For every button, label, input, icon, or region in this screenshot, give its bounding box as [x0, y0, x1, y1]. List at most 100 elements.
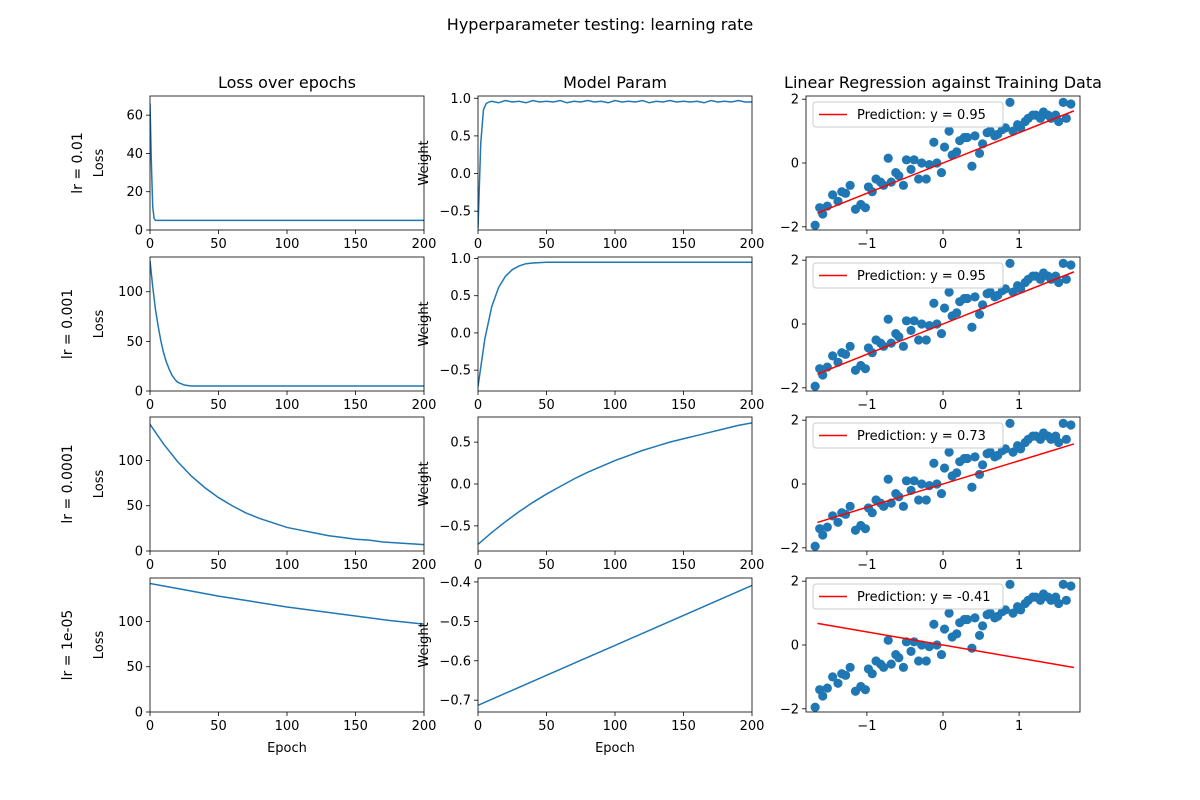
data-point	[939, 463, 950, 473]
data-point	[974, 309, 985, 320]
y-tick-label: 1.0	[450, 92, 471, 107]
data-point	[914, 174, 924, 184]
data-point	[914, 495, 924, 505]
loss-ylabel: Loss	[92, 310, 107, 339]
data-point	[1058, 258, 1068, 268]
data-point	[939, 303, 950, 313]
weight-curve	[478, 99, 752, 228]
data-point	[952, 147, 962, 157]
y-tick-label: −0.5	[439, 615, 471, 630]
data-point	[810, 541, 820, 551]
data-point	[822, 522, 832, 532]
y-tick-label: −2	[780, 702, 799, 717]
data-point	[901, 476, 912, 486]
x-tick-label: 0	[474, 237, 482, 252]
y-tick-label: −0.5	[439, 364, 471, 379]
weight-curve	[478, 261, 752, 387]
legend-box	[812, 101, 1004, 128]
data-point	[845, 180, 855, 190]
y-tick-label: 40	[126, 147, 143, 162]
x-tick-label: 50	[210, 558, 227, 573]
x-tick-label: 0	[474, 398, 482, 413]
data-point	[1058, 418, 1068, 428]
data-point	[977, 621, 988, 631]
data-point	[883, 314, 893, 324]
data-point	[952, 308, 962, 318]
axes-frame	[805, 95, 1081, 231]
x-tick-label: 0	[146, 237, 154, 252]
x-tick-label: 50	[538, 719, 555, 734]
x-tick-label: −1	[857, 558, 876, 573]
x-tick-label: 0	[146, 558, 154, 573]
axes-frame	[477, 95, 753, 231]
data-point	[967, 161, 977, 171]
data-point	[810, 220, 820, 230]
data-point	[917, 479, 927, 489]
x-tick-label: 200	[412, 398, 437, 413]
data-point	[883, 153, 893, 163]
data-point	[974, 148, 985, 159]
y-tick-label: 0	[791, 157, 799, 172]
data-point	[1016, 284, 1026, 294]
legend-label: Prediction: y = 0.73	[857, 429, 986, 444]
data-point	[828, 190, 838, 200]
data-point	[921, 174, 931, 184]
x-tick-label: 150	[343, 719, 368, 734]
x-tick-label: 0	[474, 558, 482, 573]
x-tick-label: 100	[603, 237, 628, 252]
data-point	[967, 643, 977, 653]
y-tick-label: −2	[780, 541, 799, 556]
weight-curve	[478, 422, 752, 545]
y-tick-label: 0	[791, 478, 799, 493]
figure-title: Hyperparameter testing: learning rate	[447, 15, 753, 34]
x-tick-label: 1	[1015, 398, 1023, 413]
subplot-r0-c1: 0 50 100 150 200 −0.5 0.0 0.5 1.0 Weight	[417, 92, 764, 252]
data-point	[1066, 581, 1076, 591]
y-tick-label: 100	[118, 615, 143, 630]
data-point	[936, 167, 947, 178]
legend-box	[812, 583, 1004, 610]
x-tick-label: 150	[671, 398, 696, 413]
legend-label: Prediction: y = 0.95	[857, 108, 986, 123]
y-tick-label: 2	[791, 414, 799, 429]
legend-label: Prediction: y = -0.41	[857, 590, 991, 605]
data-point	[906, 164, 916, 174]
x-tick-label: 150	[343, 237, 368, 252]
data-point	[929, 458, 939, 468]
x-tick-label: 200	[740, 719, 765, 734]
column-title-loss: Loss over epochs	[218, 73, 356, 92]
row-label-2: lr = 0.0001	[60, 444, 76, 523]
x-tick-label: 0	[939, 237, 947, 252]
y-tick-label: 50	[126, 499, 143, 514]
data-point	[944, 126, 954, 136]
legend: Prediction: y = -0.41	[812, 583, 1004, 610]
data-point	[944, 447, 954, 457]
x-tick-label: 50	[210, 398, 227, 413]
subplot-r1-c2: −1 0 1 −2 0 2 Prediction: y = 0.95	[780, 254, 1081, 413]
data-point	[909, 316, 919, 326]
training-points	[810, 418, 1076, 551]
y-tick-label: 0	[135, 545, 143, 560]
data-point	[860, 524, 870, 534]
y-tick-label: −0.6	[439, 654, 471, 669]
data-point	[894, 653, 904, 663]
x-tick-label: 100	[603, 719, 628, 734]
y-tick-label: −2	[780, 220, 799, 235]
y-tick-label: 0	[135, 706, 143, 721]
data-point	[818, 530, 828, 540]
legend-box	[812, 422, 1004, 449]
y-tick-label: 20	[126, 185, 143, 200]
data-point	[810, 702, 820, 712]
data-point	[952, 468, 962, 478]
data-point	[1016, 605, 1026, 615]
axes-frame	[805, 577, 1081, 713]
data-point	[810, 381, 820, 391]
x-tick-label: −1	[857, 719, 876, 734]
data-point	[936, 488, 947, 499]
data-point	[1008, 608, 1018, 618]
axes-frame	[805, 416, 1081, 552]
data-point	[962, 614, 972, 625]
x-tick-label: 150	[671, 558, 696, 573]
y-tick-label: 0.0	[450, 326, 471, 341]
data-point	[1061, 434, 1071, 444]
